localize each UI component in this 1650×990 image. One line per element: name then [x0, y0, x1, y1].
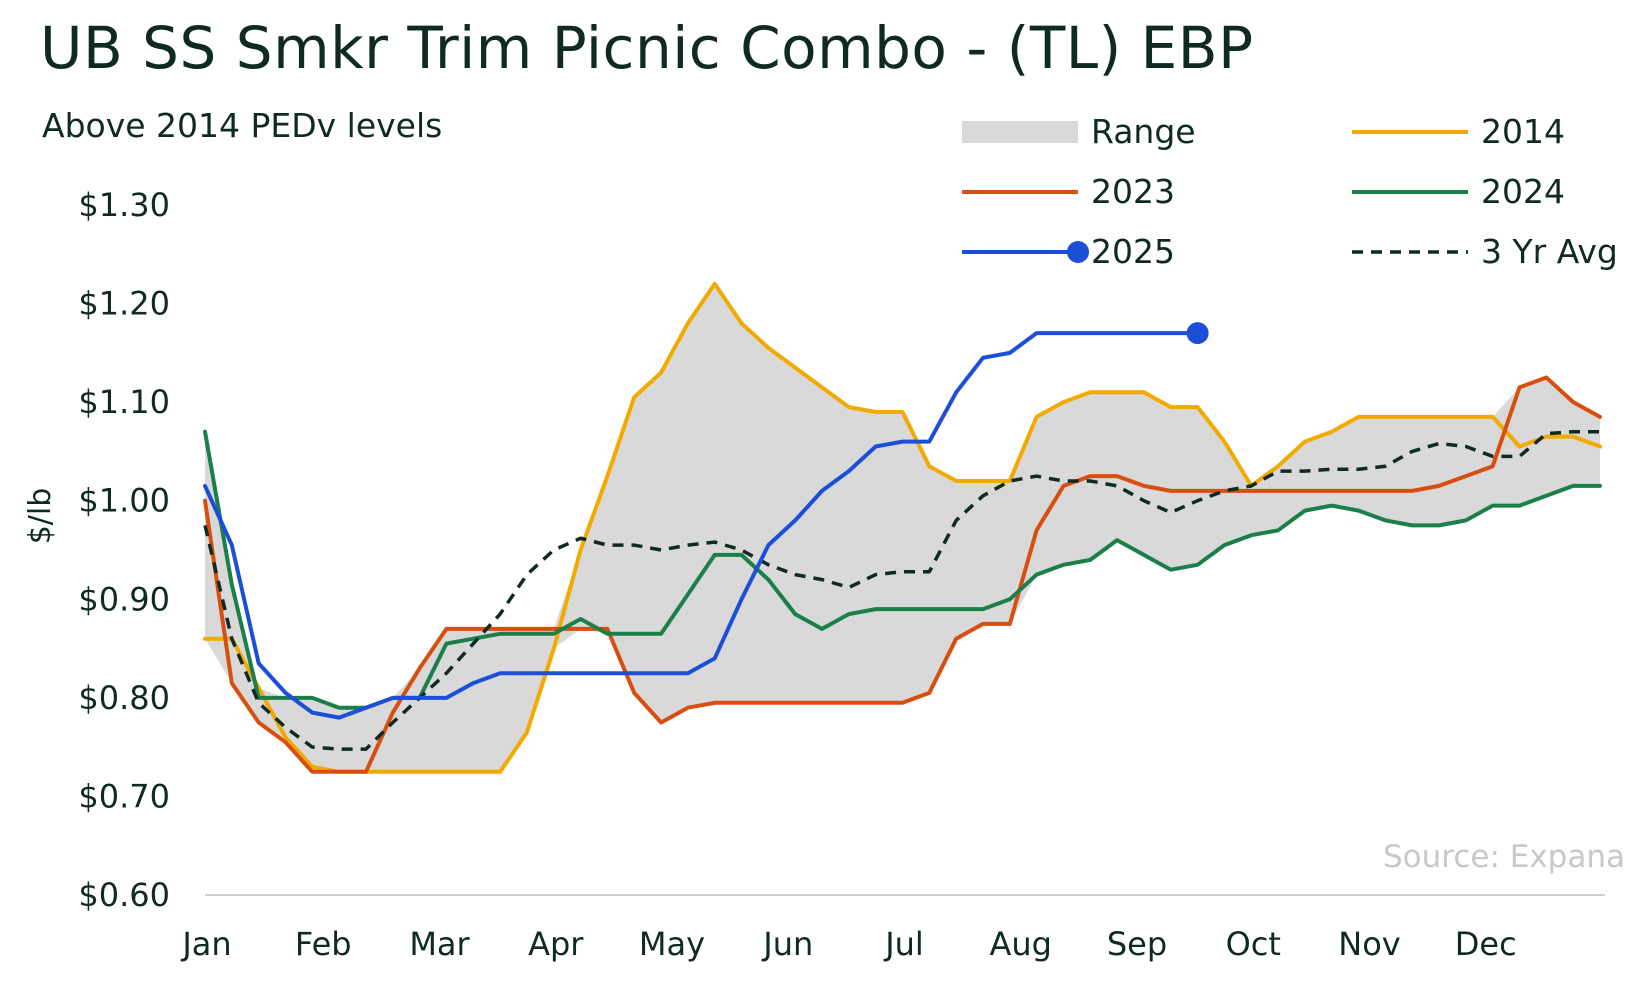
chart-title: UB SS Smkr Trim Picnic Combo - (TL) EBP — [40, 14, 1254, 82]
legend-label: Range — [1091, 112, 1196, 151]
chart-subtitle: Above 2014 PEDv levels — [42, 106, 443, 145]
x-tick-label: Feb — [295, 925, 352, 963]
series-2025-end-marker — [1186, 322, 1209, 345]
x-tick-label: Dec — [1455, 925, 1517, 963]
series-line-2025 — [203, 331, 1200, 720]
x-tick-label: Sep — [1107, 925, 1167, 963]
legend-label: 2024 — [1481, 172, 1565, 211]
legend-item-2014: 2014 — [1352, 112, 1565, 151]
x-tick-label: Jun — [761, 925, 813, 963]
legend-swatch-dot — [1067, 241, 1089, 263]
tick-labels-layer: $1.30 $1.20 $1.10 $1.00 $0.90 $0.80 $0.70 $0.60… — [78, 186, 1516, 963]
range-band — [205, 283, 1600, 772]
x-tick-label: Mar — [409, 925, 470, 963]
legend-label: 2014 — [1481, 112, 1565, 151]
y-tick-label: $1.00 — [78, 482, 170, 520]
legend: Range 2014 2023 2024 2025 3 Yr Avg — [962, 112, 1618, 271]
x-tick-label: Apr — [528, 925, 584, 963]
series-layer — [203, 281, 1602, 774]
legend-item-2025: 2025 — [962, 232, 1175, 271]
range-band-layer — [205, 283, 1600, 772]
series-line-2023 — [203, 375, 1602, 774]
series-line-2014 — [203, 281, 1602, 774]
x-tick-label: Jan — [180, 925, 231, 963]
legend-item-2023: 2023 — [962, 172, 1175, 211]
source-note: Source: Expana — [1383, 839, 1625, 875]
legend-item-2024: 2024 — [1352, 172, 1565, 211]
y-tick-label: $0.60 — [78, 876, 170, 914]
y-tick-label: $1.10 — [78, 383, 170, 421]
y-tick-label: $0.70 — [78, 777, 170, 815]
y-tick-label: $1.20 — [78, 285, 170, 323]
y-tick-label: $0.80 — [78, 679, 170, 717]
legend-label: 2023 — [1091, 172, 1175, 211]
series-line-3-yr-avg — [203, 429, 1600, 751]
x-tick-label: Aug — [990, 925, 1052, 963]
y-tick-label: $1.30 — [78, 186, 170, 224]
series-line-2024 — [203, 429, 1602, 710]
legend-swatch-range — [962, 121, 1078, 143]
legend-item-range: Range — [962, 112, 1196, 151]
x-tick-label: May — [639, 925, 705, 963]
legend-label: 3 Yr Avg — [1481, 232, 1618, 271]
legend-item-3-yr-avg: 3 Yr Avg — [1352, 232, 1618, 271]
x-tick-label: Nov — [1338, 925, 1400, 963]
legend-label: 2025 — [1091, 232, 1175, 271]
y-axis-label: $/lb — [23, 488, 58, 545]
x-tick-label: Oct — [1226, 925, 1281, 963]
x-tick-label: Jul — [883, 925, 924, 963]
y-tick-label: $0.90 — [78, 580, 170, 618]
